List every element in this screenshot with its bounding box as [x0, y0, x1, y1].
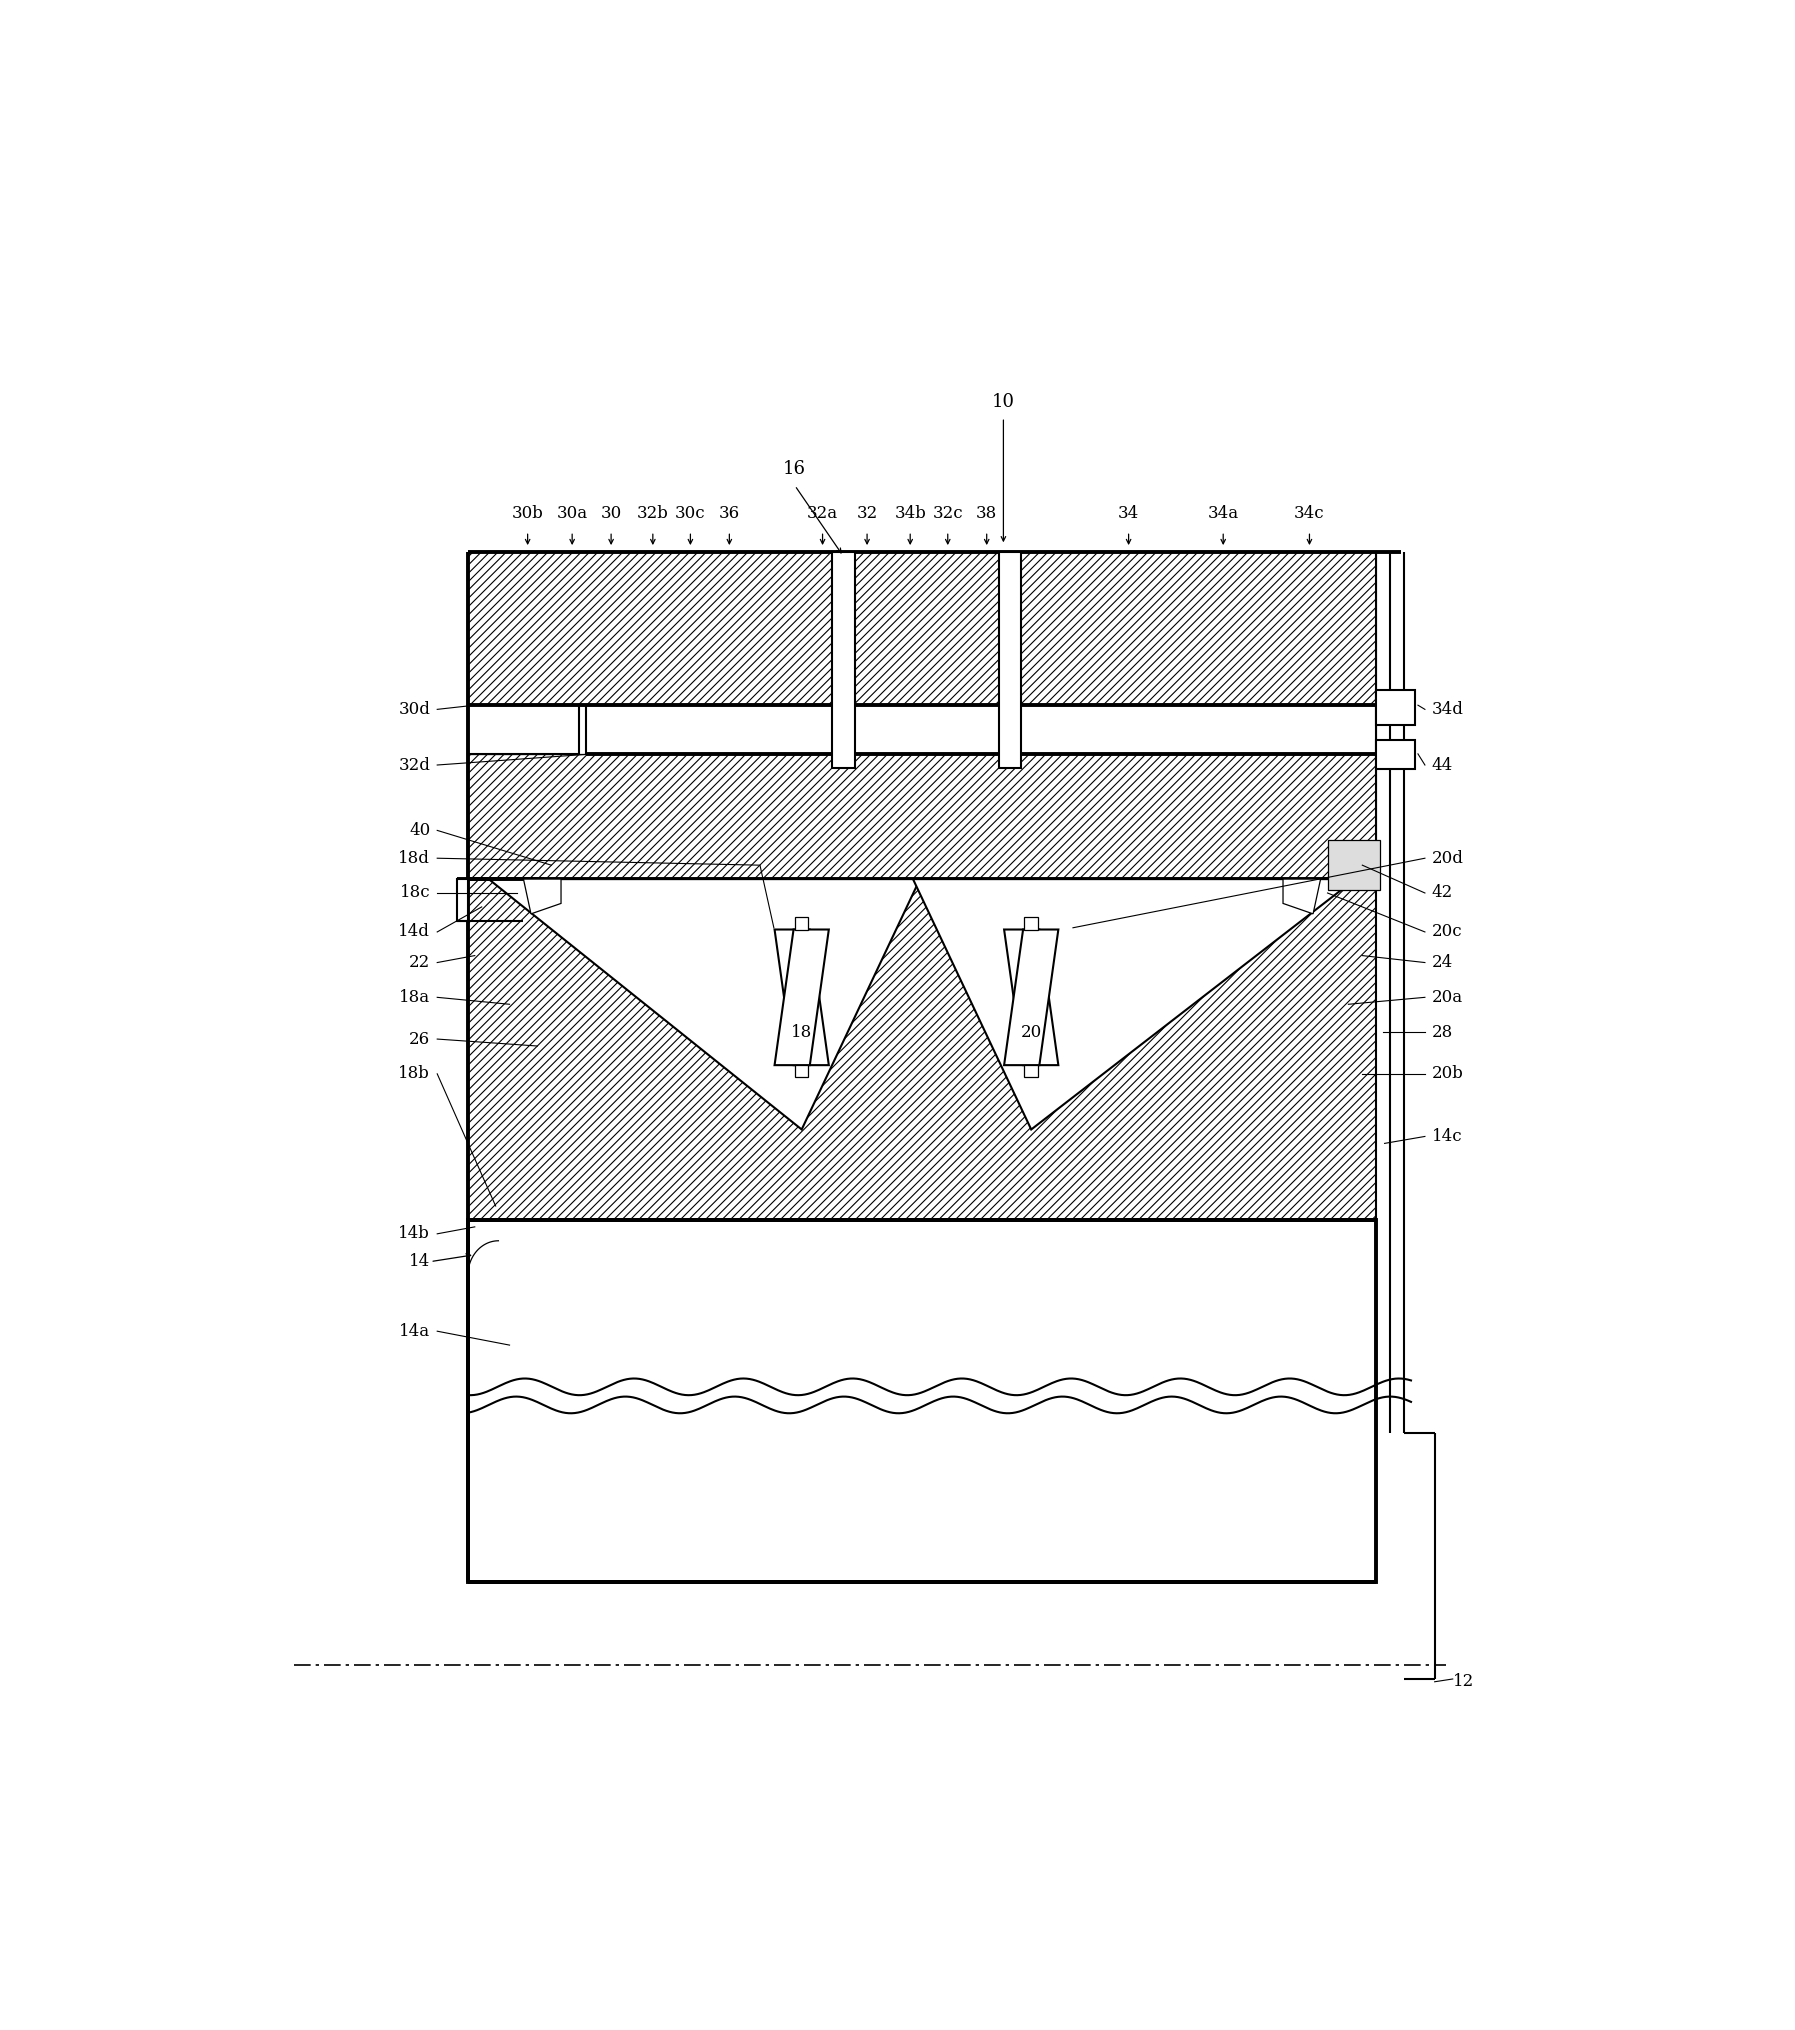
Polygon shape	[914, 879, 1355, 1129]
Bar	[585, 704, 1377, 753]
Bar	[1025, 1066, 1038, 1078]
Text: 20d: 20d	[1432, 851, 1463, 867]
Polygon shape	[1003, 930, 1059, 1066]
Text: 14: 14	[409, 1253, 431, 1271]
Text: 32: 32	[856, 505, 878, 522]
Bar	[468, 704, 585, 753]
Bar	[468, 879, 1377, 1220]
Bar	[468, 1220, 1377, 1581]
Text: 42: 42	[1432, 885, 1454, 901]
Text: 44: 44	[1432, 757, 1454, 773]
Text: 12: 12	[1452, 1673, 1474, 1691]
Text: 32a: 32a	[808, 505, 838, 522]
Text: 20: 20	[1021, 1023, 1041, 1041]
Text: 18c: 18c	[400, 885, 431, 901]
Bar	[833, 552, 854, 767]
Text: 18b: 18b	[398, 1066, 431, 1082]
Bar	[468, 704, 580, 753]
Text: 36: 36	[718, 505, 740, 522]
Bar	[1328, 840, 1380, 891]
Polygon shape	[775, 930, 829, 1066]
Text: 14a: 14a	[398, 1324, 431, 1340]
Polygon shape	[775, 930, 829, 1066]
Text: 26: 26	[409, 1031, 431, 1047]
Text: 34a: 34a	[1208, 505, 1239, 522]
Text: 18a: 18a	[398, 989, 431, 1005]
Text: 30b: 30b	[512, 505, 544, 522]
Text: 38: 38	[976, 505, 998, 522]
Text: 16: 16	[783, 459, 806, 477]
Bar	[1025, 918, 1038, 930]
Text: 18: 18	[792, 1023, 813, 1041]
Text: 24: 24	[1432, 954, 1454, 970]
Bar	[468, 552, 1377, 879]
Text: 30a: 30a	[556, 505, 587, 522]
Polygon shape	[524, 879, 562, 914]
Text: 20b: 20b	[1432, 1066, 1463, 1082]
Text: 20c: 20c	[1432, 924, 1463, 940]
Text: 40: 40	[409, 822, 431, 838]
Text: 20a: 20a	[1432, 989, 1463, 1005]
Text: 32c: 32c	[932, 505, 964, 522]
Text: 34: 34	[1118, 505, 1140, 522]
Bar	[795, 918, 808, 930]
Text: 10: 10	[993, 394, 1014, 410]
Text: 14c: 14c	[1432, 1129, 1463, 1145]
Bar	[795, 1066, 808, 1078]
Polygon shape	[488, 879, 921, 1129]
Bar	[1377, 690, 1414, 725]
Text: 32d: 32d	[398, 757, 431, 773]
Bar	[1000, 552, 1021, 767]
Bar	[456, 879, 468, 922]
Bar	[1377, 741, 1414, 769]
Text: 30: 30	[601, 505, 621, 522]
Text: 18d: 18d	[398, 851, 431, 867]
Polygon shape	[1003, 930, 1059, 1066]
Text: 28: 28	[1432, 1023, 1454, 1041]
Text: 14b: 14b	[398, 1226, 431, 1242]
Text: 30c: 30c	[675, 505, 705, 522]
Text: 30d: 30d	[398, 700, 431, 719]
Polygon shape	[1283, 879, 1321, 914]
Text: 34d: 34d	[1432, 700, 1463, 719]
Text: 22: 22	[409, 954, 431, 970]
Text: 32b: 32b	[637, 505, 670, 522]
Text: 34b: 34b	[894, 505, 926, 522]
Text: 34c: 34c	[1294, 505, 1325, 522]
Text: 14d: 14d	[398, 924, 431, 940]
